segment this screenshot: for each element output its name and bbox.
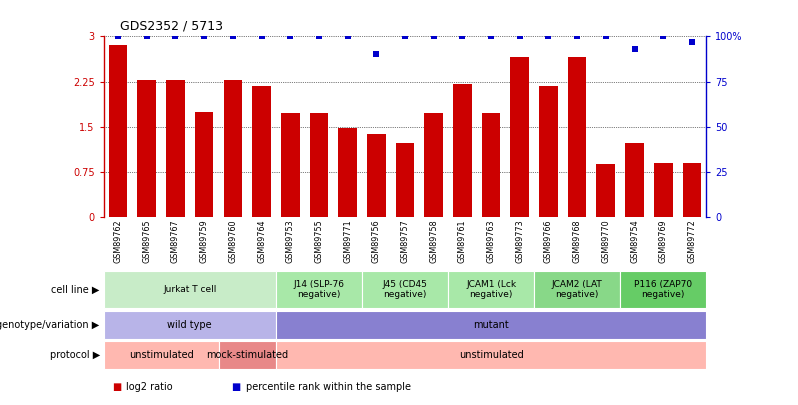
Bar (276, 311, 706, 339)
Text: P116 (ZAP70
negative): P116 (ZAP70 negative) (634, 280, 692, 299)
Bar (448, 271, 534, 308)
Text: Jurkat T cell: Jurkat T cell (163, 285, 216, 294)
Bar (534, 271, 620, 308)
Bar (137, 80, 156, 217)
Bar (281, 113, 299, 217)
Text: wild type: wild type (168, 320, 212, 330)
Bar (276, 271, 362, 308)
Bar (482, 113, 500, 217)
Text: unstimulated: unstimulated (459, 350, 523, 360)
Text: J45 (CD45
negative): J45 (CD45 negative) (382, 280, 428, 299)
Text: percentile rank within the sample: percentile rank within the sample (246, 382, 411, 392)
Bar (219, 341, 276, 369)
Text: GDS2352 / 5713: GDS2352 / 5713 (120, 19, 223, 32)
Text: cell line ▶: cell line ▶ (51, 285, 100, 294)
Text: log2 ratio: log2 ratio (126, 382, 172, 392)
Text: JCAM2 (LAT
negative): JCAM2 (LAT negative) (551, 280, 602, 299)
Text: unstimulated: unstimulated (128, 350, 193, 360)
Bar (338, 128, 357, 217)
Bar (223, 80, 242, 217)
Bar (362, 271, 448, 308)
Bar (511, 58, 529, 217)
Text: genotype/variation ▶: genotype/variation ▶ (0, 320, 100, 330)
Bar (596, 164, 615, 217)
Bar (104, 271, 276, 308)
Text: mutant: mutant (473, 320, 509, 330)
Bar (166, 80, 185, 217)
Text: mock-stimulated: mock-stimulated (206, 350, 288, 360)
Bar (109, 45, 128, 217)
Bar (453, 84, 472, 217)
Text: ■: ■ (231, 382, 241, 392)
Bar (625, 143, 644, 217)
Text: J14 (SLP-76
negative): J14 (SLP-76 negative) (294, 280, 345, 299)
Bar (252, 86, 271, 217)
Bar (682, 163, 701, 217)
Bar (539, 86, 558, 217)
Bar (276, 341, 706, 369)
Bar (367, 134, 385, 217)
Bar (654, 163, 673, 217)
Text: JCAM1 (Lck
negative): JCAM1 (Lck negative) (466, 280, 516, 299)
Bar (195, 111, 214, 217)
Bar (104, 311, 276, 339)
Bar (620, 271, 706, 308)
Text: protocol ▶: protocol ▶ (49, 350, 100, 360)
Bar (310, 113, 328, 217)
Text: ■: ■ (112, 382, 121, 392)
Bar (568, 58, 587, 217)
Bar (104, 341, 219, 369)
Bar (396, 143, 414, 217)
Bar (425, 113, 443, 217)
